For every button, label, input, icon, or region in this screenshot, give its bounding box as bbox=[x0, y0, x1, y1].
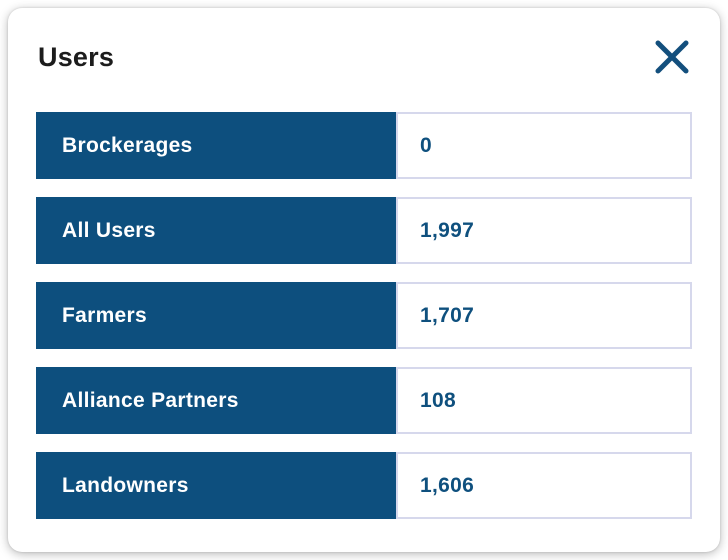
modal-header: Users bbox=[36, 35, 692, 79]
users-modal: Users Brockerages 0 All Users 1,997 Farm… bbox=[8, 8, 720, 552]
table-row: Brockerages 0 bbox=[36, 112, 692, 179]
table-row: All Users 1,997 bbox=[36, 197, 692, 264]
users-table: Brockerages 0 All Users 1,997 Farmers 1,… bbox=[36, 112, 692, 519]
row-value: 1,606 bbox=[396, 452, 692, 519]
table-row: Farmers 1,707 bbox=[36, 282, 692, 349]
row-value: 1,707 bbox=[396, 282, 692, 349]
row-label: Brockerages bbox=[36, 112, 396, 179]
row-value: 108 bbox=[396, 367, 692, 434]
row-label: Landowners bbox=[36, 452, 396, 519]
row-label: Farmers bbox=[36, 282, 396, 349]
row-label: Alliance Partners bbox=[36, 367, 396, 434]
table-row: Alliance Partners 108 bbox=[36, 367, 692, 434]
row-value: 1,997 bbox=[396, 197, 692, 264]
page-title: Users bbox=[38, 41, 115, 72]
x-icon bbox=[654, 39, 690, 75]
table-row: Landowners 1,606 bbox=[36, 452, 692, 519]
row-value: 0 bbox=[396, 112, 692, 179]
row-label: All Users bbox=[36, 197, 396, 264]
close-button[interactable] bbox=[652, 37, 692, 77]
